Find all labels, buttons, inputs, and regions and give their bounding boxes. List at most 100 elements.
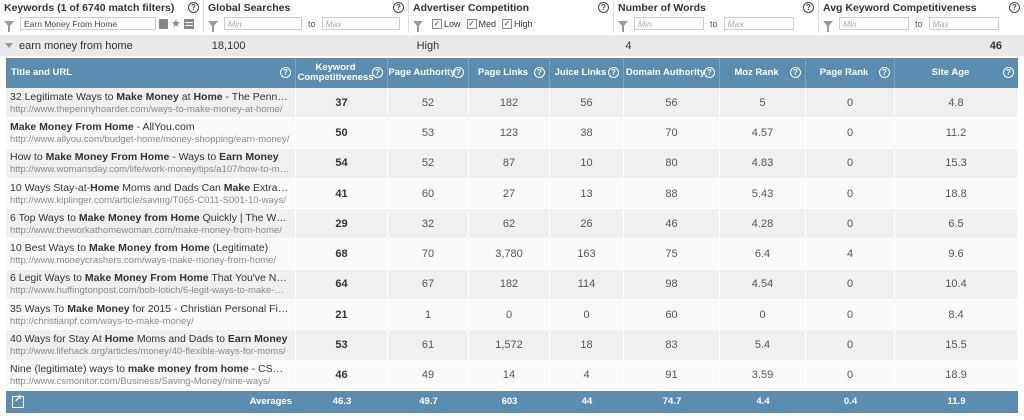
- result-title-link[interactable]: 35 Ways To Make Money for 2015 - Christi…: [10, 302, 290, 315]
- result-title-link[interactable]: 10 Best Ways to Make Money from Home (Le…: [10, 242, 269, 255]
- result-url[interactable]: http://www.allyou.com/budget-home/money-…: [10, 133, 290, 145]
- col-da[interactable]: Domain Authority?: [624, 58, 720, 88]
- table-body: 32 Legitimate Ways to Make Money at Home…: [6, 88, 1018, 391]
- result-url[interactable]: http://www.kiplinger.com/article/saving/…: [10, 194, 286, 206]
- trash-icon[interactable]: [159, 18, 168, 29]
- keyword-summary-row[interactable]: earn money from home 18,100 High 4 46: [0, 35, 1024, 56]
- words-min-input[interactable]: Min: [634, 17, 704, 30]
- table-row[interactable]: 10 Best Ways to Make Money from Home (Le…: [6, 239, 1018, 270]
- list-icon[interactable]: [183, 18, 194, 29]
- result-title-link[interactable]: How to Make Money From Home - Ways to Ea…: [10, 151, 279, 164]
- table-row[interactable]: 40 Ways for Stay At Home Moms and Dads t…: [6, 330, 1018, 361]
- cell-pa: 1: [388, 300, 469, 330]
- col-pr[interactable]: Page Rank?: [806, 58, 895, 88]
- cell-mr: 5.43: [720, 178, 806, 209]
- averages-label: Averages: [249, 396, 292, 408]
- col-pa-label: Page Authority: [388, 67, 456, 78]
- help-icon[interactable]: ?: [608, 67, 619, 78]
- cell-mr: 4.54: [720, 269, 806, 300]
- help-icon[interactable]: ?: [280, 67, 291, 78]
- avg-kc-min-input[interactable]: Min: [839, 17, 909, 30]
- star-icon[interactable]: ★: [171, 17, 181, 30]
- expand-triangle-icon[interactable]: [5, 43, 13, 48]
- col-pa[interactable]: Page Authority?: [388, 58, 469, 88]
- table-row[interactable]: 32 Legitimate Ways to Make Money at Home…: [6, 88, 1018, 119]
- global-searches-min-input[interactable]: Min: [224, 17, 302, 30]
- table-row[interactable]: 35 Ways To Make Money for 2015 - Christi…: [6, 300, 1018, 331]
- table-row[interactable]: 10 Ways Stay-at-Home Moms and Dads Can M…: [6, 178, 1018, 210]
- global-searches-title: Global Searches: [208, 2, 291, 14]
- cell-jl: 4: [550, 360, 624, 390]
- help-icon[interactable]: ?: [704, 67, 715, 78]
- help-icon[interactable]: ?: [1009, 2, 1020, 13]
- result-title-link[interactable]: 6 Top Ways to Make Money from Home Quick…: [10, 211, 290, 224]
- result-url[interactable]: http://www.theworkathomewoman.com/make-m…: [10, 224, 282, 236]
- filter-icon[interactable]: [823, 20, 833, 32]
- cell-da: 88: [624, 178, 720, 209]
- title-url-cell: 6 Legit Ways to Make Money From Home Tha…: [6, 269, 296, 300]
- avg-kc-filter: Avg Keyword Competitiveness ? Min to Max: [819, 0, 1024, 33]
- range-to-label: to: [308, 18, 316, 29]
- cell-mr: 4.57: [720, 118, 806, 148]
- help-icon[interactable]: ?: [188, 2, 199, 13]
- help-icon[interactable]: ?: [453, 67, 464, 78]
- low-checkbox[interactable]: ✓: [432, 18, 442, 29]
- help-icon[interactable]: ?: [879, 67, 890, 78]
- col-pl[interactable]: Page Links?: [469, 58, 550, 88]
- result-url[interactable]: http://www.lifehack.org/articles/money/4…: [10, 346, 286, 358]
- cell-pl: 1,572: [469, 330, 550, 360]
- result-url[interactable]: http://www.moneycrashers.com/ways-make-m…: [10, 255, 277, 267]
- cell-pr: 0: [806, 209, 895, 239]
- keyword-avg-kc: 46: [989, 39, 1003, 52]
- help-icon[interactable]: ?: [393, 2, 404, 13]
- table-row[interactable]: 6 Top Ways to Make Money from Home Quick…: [6, 209, 1018, 240]
- med-checkbox[interactable]: ✓: [466, 18, 477, 29]
- result-url[interactable]: http://www.huffingtonpost.com/bob-lotich…: [10, 285, 290, 297]
- col-title-url[interactable]: Title and URL?: [6, 58, 296, 88]
- col-kc[interactable]: Keyword Competitiveness?: [296, 58, 388, 88]
- col-jl[interactable]: Juice Links?: [550, 58, 624, 88]
- table-row[interactable]: Nine (legitimate) ways to make money fro…: [6, 360, 1018, 391]
- filter-icon[interactable]: [413, 20, 423, 32]
- result-title-link[interactable]: Make Money From Home - AllYou.com: [10, 120, 195, 133]
- result-url[interactable]: http://www.csmonitor.com/Business/Saving…: [10, 376, 271, 388]
- filter-icon[interactable]: [4, 20, 14, 32]
- col-pl-label: Page Links: [477, 67, 529, 78]
- table-row[interactable]: Make Money From Home - AllYou.com http://…: [6, 118, 1018, 149]
- results-table: Title and URL? Keyword Competitiveness? …: [6, 58, 1018, 413]
- keyword-competition: High: [416, 39, 440, 52]
- avg-kc-max-input[interactable]: Max: [928, 17, 999, 30]
- words-max-input[interactable]: Max: [723, 17, 794, 30]
- result-title-link[interactable]: 6 Legit Ways to Make Money From Home Tha…: [10, 272, 290, 285]
- table-row[interactable]: How to Make Money From Home - Ways to Ea…: [6, 148, 1018, 179]
- help-icon[interactable]: ?: [803, 2, 814, 13]
- table-row[interactable]: 6 Legit Ways to Make Money From Home Tha…: [6, 269, 1018, 301]
- high-checkbox[interactable]: ✓: [502, 18, 513, 29]
- filter-icon[interactable]: [618, 20, 628, 32]
- cell-jl: 38: [550, 118, 624, 148]
- export-icon[interactable]: [12, 394, 24, 408]
- result-url[interactable]: http://christianpf.com/ways-to-make-mone…: [10, 315, 194, 327]
- keyword-filter-input[interactable]: Earn Money From Home: [20, 17, 156, 30]
- help-icon[interactable]: ?: [534, 67, 545, 78]
- avg-pa: 49.7: [419, 396, 438, 408]
- filter-icon[interactable]: [208, 20, 218, 32]
- col-sa[interactable]: Site Age?: [895, 58, 1018, 88]
- result-url[interactable]: http://www.thepennyhoarder.com/ways-to-m…: [10, 103, 283, 115]
- cell-mr: 6.4: [720, 239, 806, 269]
- result-title-link[interactable]: Nine (legitimate) ways to make money fro…: [10, 363, 290, 376]
- result-title-link[interactable]: 40 Ways for Stay At Home Moms and Dads t…: [10, 333, 288, 346]
- help-icon[interactable]: ?: [598, 2, 609, 13]
- cell-sa: 8.4: [895, 300, 1018, 330]
- cell-pl: 62: [469, 209, 550, 239]
- help-icon[interactable]: ?: [1003, 67, 1014, 78]
- global-searches-max-input[interactable]: Max: [321, 17, 400, 30]
- help-icon[interactable]: ?: [790, 67, 801, 78]
- cell-da: 80: [624, 148, 720, 178]
- col-mr[interactable]: Moz Rank?: [720, 58, 806, 88]
- result-title-link[interactable]: 10 Ways Stay-at-Home Moms and Dads Can M…: [10, 181, 290, 194]
- result-url[interactable]: http://www.womansday.com/life/work-money…: [10, 164, 290, 176]
- result-title-link[interactable]: 32 Legitimate Ways to Make Money at Home…: [10, 90, 290, 103]
- cell-jl: 56: [550, 88, 624, 118]
- help-icon[interactable]: ?: [372, 67, 383, 78]
